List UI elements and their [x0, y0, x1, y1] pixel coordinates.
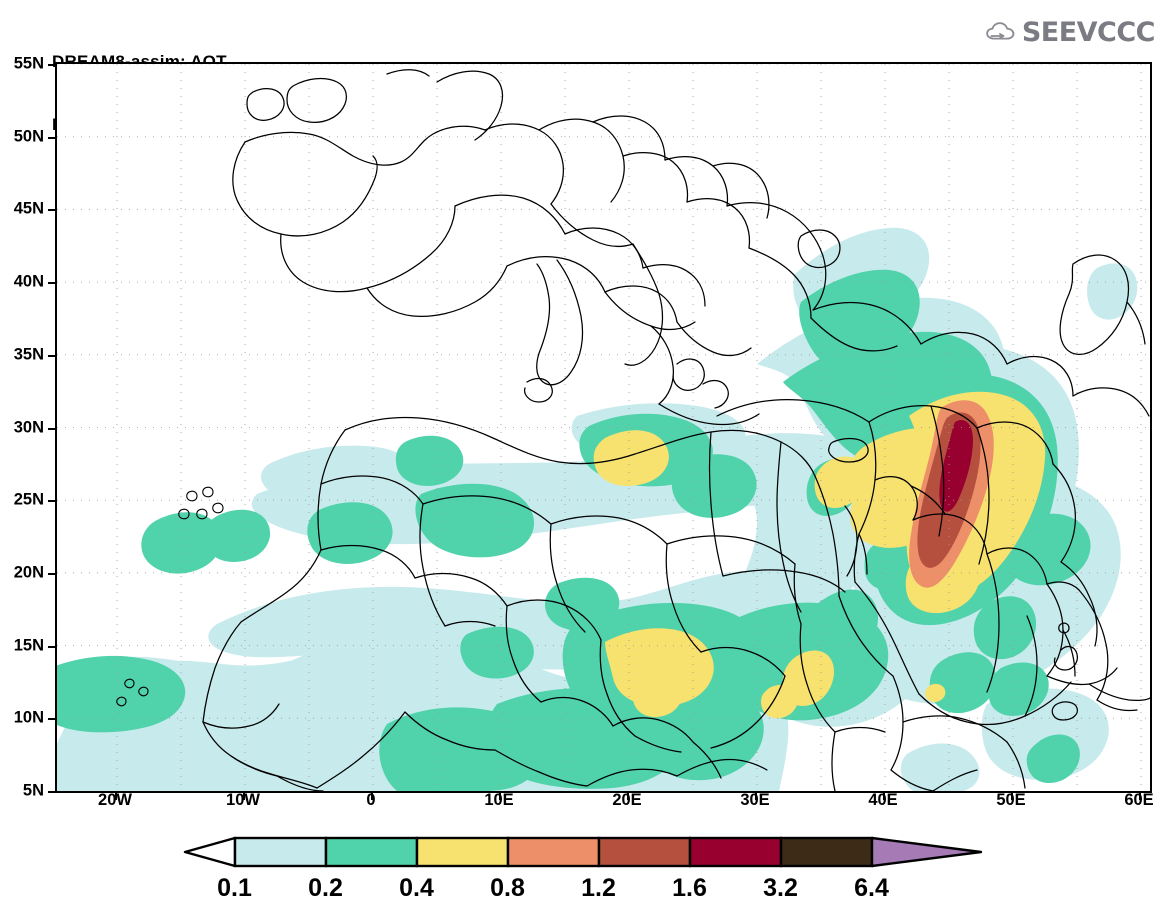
colorbar-swatches: [183, 836, 982, 868]
x-axis-label: 50E: [996, 791, 1026, 809]
colorbar: 0.1 0.2 0.4 0.8 1.2 1.6 3.2 6.4: [0, 834, 1165, 905]
x-axis-label: 60E: [1124, 791, 1154, 809]
y-axis-label: 30N: [13, 418, 44, 436]
aot-contour-map: [57, 64, 1150, 791]
y-tick: [48, 500, 55, 503]
x-tick: [1011, 793, 1013, 800]
colorbar-tick-label: 0.8: [490, 874, 525, 902]
y-tick: [48, 572, 55, 575]
colorbar-tick-label: 0.2: [308, 874, 343, 902]
y-axis-label: 25N: [13, 490, 44, 509]
colorbar-tick-label: 0.1: [217, 874, 252, 902]
colorbar-tick-label: 1.2: [581, 874, 616, 902]
x-tick: [627, 793, 629, 800]
x-axis-label: 30E: [740, 791, 770, 809]
y-tick: [48, 791, 55, 793]
header: DREAM8-assim: AOT Forecast base time: 00…: [0, 0, 1165, 135]
y-axis-label: 35N: [13, 345, 44, 364]
x-axis-label: 20E: [612, 791, 642, 809]
x-tick: [243, 793, 245, 800]
y-tick: [48, 427, 55, 430]
y-tick: [48, 209, 55, 212]
seevccc-logo: SEEVCCC: [985, 10, 1156, 54]
y-tick: [48, 136, 55, 139]
colorbar-tick-label: 6.4: [854, 874, 889, 902]
y-axis-label: 10N: [13, 708, 44, 727]
y-tick: [48, 64, 55, 66]
y-tick: [48, 718, 55, 721]
map-plot-area: [48, 62, 1152, 800]
x-tick: [499, 793, 501, 800]
x-tick: [371, 793, 373, 800]
x-tick: [883, 793, 885, 800]
y-axis-label: 5N: [22, 781, 44, 800]
colorbar-tick-label: 3.2: [763, 874, 798, 902]
y-tick: [48, 645, 55, 648]
x-axis-label: 20W: [98, 791, 132, 809]
y-axis-label: 15N: [13, 636, 44, 655]
x-axis-label: 0: [366, 791, 376, 809]
x-tick: [1139, 793, 1141, 800]
y-tick: [48, 282, 55, 285]
x-tick: [115, 793, 117, 800]
plot-frame: [55, 62, 1152, 793]
x-axis-label: 10W: [226, 791, 260, 809]
y-axis-label: 40N: [13, 272, 44, 291]
y-axis-label: 50N: [13, 127, 44, 146]
logo-text: SEEVCCC: [1021, 16, 1156, 48]
y-axis-label: 55N: [13, 54, 44, 73]
y-axis-label: 20N: [13, 563, 44, 582]
x-tick: [755, 793, 757, 800]
colorbar-tick-label: 0.4: [399, 874, 434, 902]
coastlines-and-borders: [116, 69, 1150, 791]
x-axis-label: 40E: [868, 791, 898, 809]
colorbar-tick-label: 1.6: [672, 874, 707, 902]
y-axis-label: 45N: [13, 199, 44, 218]
x-axis-label: 10E: [484, 791, 514, 809]
y-tick: [48, 354, 55, 357]
cloud-wind-icon: [986, 22, 1015, 40]
